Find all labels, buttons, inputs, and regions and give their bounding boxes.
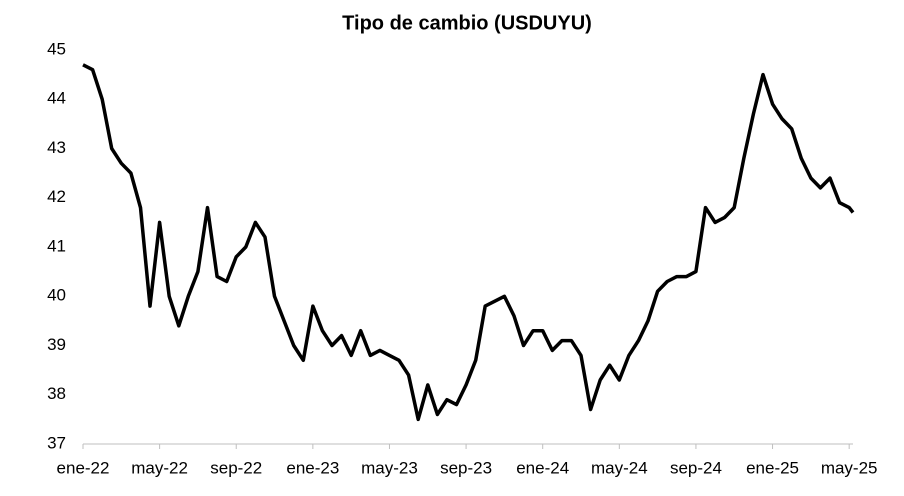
- x-tick-label: may-24: [591, 458, 648, 477]
- x-tick-label: sep-23: [440, 458, 492, 477]
- y-tick-label: 44: [47, 89, 66, 108]
- y-tick-label: 38: [47, 384, 66, 403]
- y-tick-label: 41: [47, 236, 66, 255]
- x-tick-label: may-22: [131, 458, 188, 477]
- x-tick-label: ene-22: [57, 458, 110, 477]
- x-tick-label: ene-24: [516, 458, 569, 477]
- y-tick-label: 37: [47, 433, 66, 452]
- x-tick-label: may-23: [361, 458, 418, 477]
- x-tick-label: sep-24: [670, 458, 722, 477]
- x-tick-label: ene-25: [746, 458, 799, 477]
- y-tick-label: 40: [47, 286, 66, 305]
- y-tick-label: 45: [47, 39, 66, 58]
- y-tick-label: 42: [47, 187, 66, 206]
- x-tick-label: sep-22: [210, 458, 262, 477]
- chart-title: Tipo de cambio (USDUYU): [342, 12, 592, 34]
- line-series: [82, 63, 855, 422]
- y-tick-label: 43: [47, 138, 66, 157]
- x-tick-label: may-25: [821, 458, 878, 477]
- y-tick-label: 39: [47, 335, 66, 354]
- x-tick-label: ene-23: [286, 458, 339, 477]
